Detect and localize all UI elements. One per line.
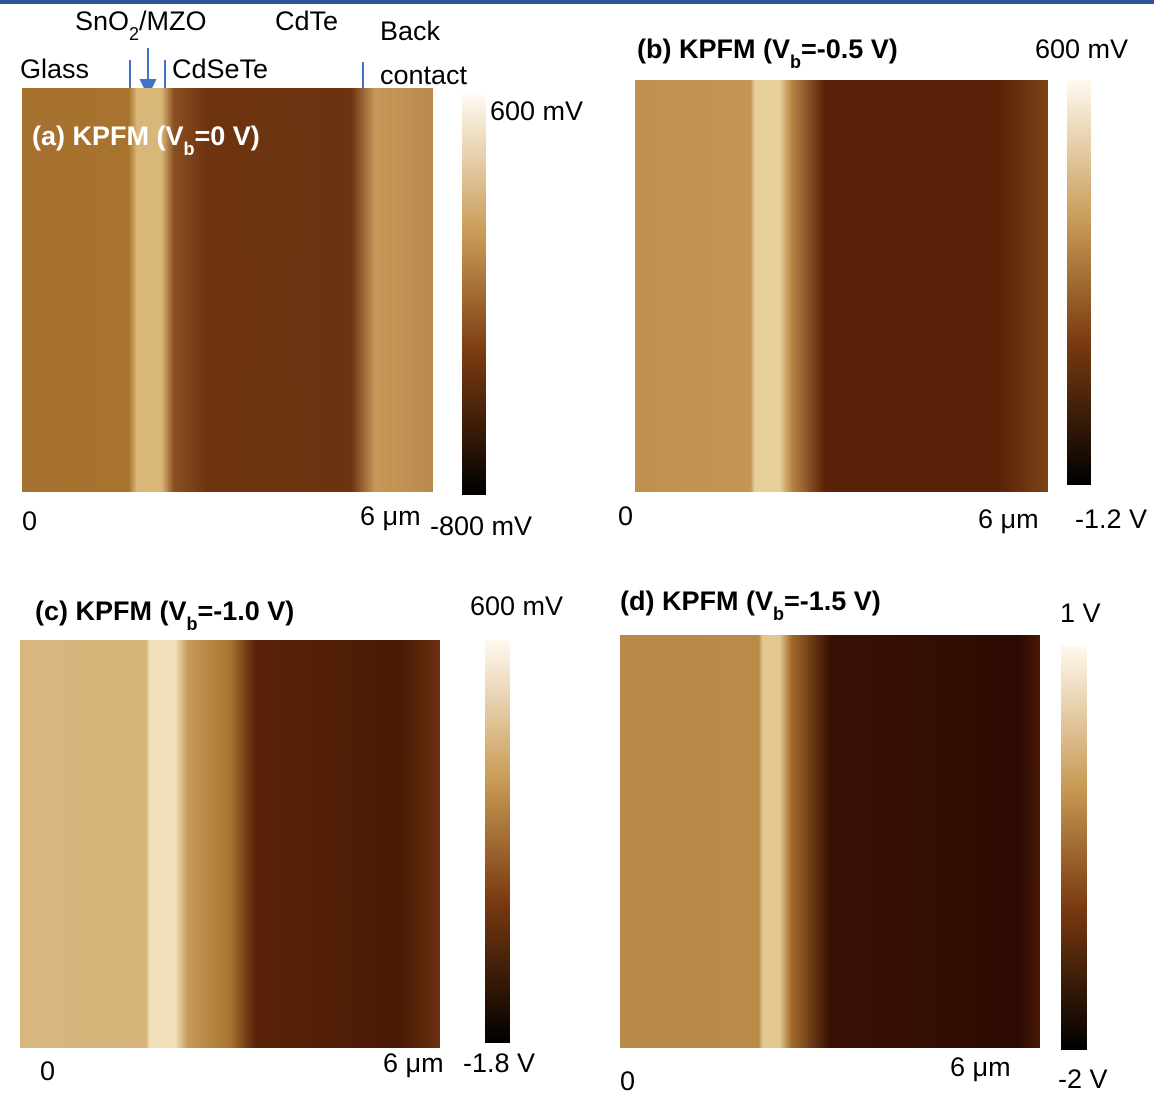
layer-label: Glass [20,54,89,84]
scale-min: -2 V [1058,1064,1108,1094]
x-end: 6 μm [978,504,1039,534]
x-start: 0 [22,506,37,536]
panel-title: (b) KPFM (Vb=-0.5 V) [637,34,898,72]
kpfm-image [620,635,1040,1048]
scale-max: 1 V [1060,598,1101,628]
colorbar [462,95,486,495]
layer-label: CdTe [275,6,338,36]
layer-label: Back [380,16,441,46]
scale-max: 600 mV [1035,34,1128,64]
scale-min: -800 mV [430,511,532,541]
kpfm-image [635,80,1048,492]
top-rule [0,0,1154,4]
colorbar [1061,645,1087,1050]
scale-min: -1.8 V [463,1048,535,1078]
scale-max: 600 mV [470,591,563,621]
panel-title: (d) KPFM (Vb=-1.5 V) [620,586,881,624]
panel-title: (c) KPFM (Vb=-1.0 V) [35,596,294,634]
colorbar [485,640,510,1043]
colorbar [1067,80,1091,485]
layer-label: contact [380,60,468,90]
kpfm-image [20,640,440,1048]
x-start: 0 [620,1066,635,1096]
x-end: 6 μm [950,1052,1011,1082]
x-end: 6 μm [360,501,421,531]
x-start: 0 [618,501,633,531]
x-start: 0 [40,1056,55,1086]
x-end: 6 μm [383,1048,444,1078]
kpfm-image [22,88,433,492]
layer-markers [129,48,364,97]
panel-title: (a) KPFM (Vb=0 V) [32,121,260,159]
scale-min: -1.2 V [1075,504,1147,534]
layer-label: SnO2/MZO [75,6,207,44]
scale-max: 600 mV [490,96,583,126]
layer-label: CdSeTe [172,54,268,84]
